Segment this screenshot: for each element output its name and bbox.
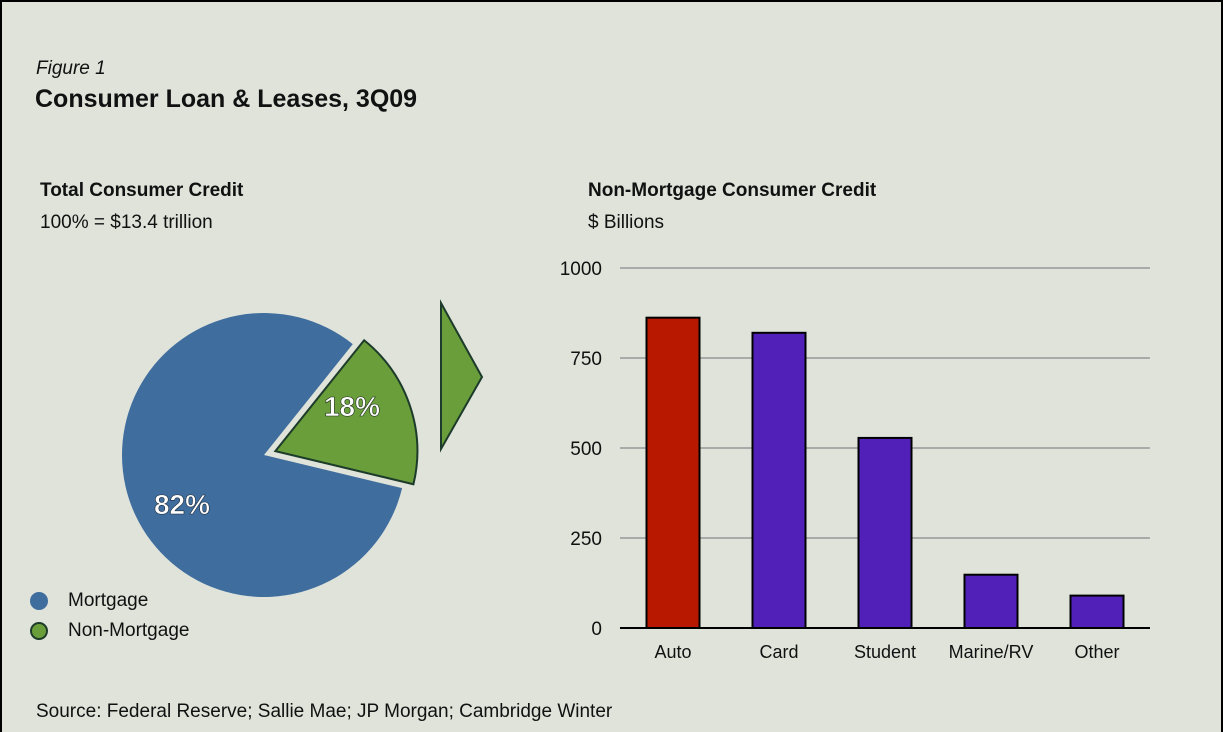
bar-student — [857, 436, 913, 630]
pie-slice-mortgage — [122, 312, 403, 598]
bar-auto — [645, 316, 701, 629]
legend-item-non-mortgage: Non-Mortgage — [30, 620, 189, 642]
y-tick-label: 250 — [570, 529, 602, 550]
pie-chart-subtitle: 100% = $13.4 trillion — [40, 212, 213, 233]
y-tick-label: 0 — [591, 619, 602, 640]
source-note: Source: Federal Reserve; Sallie Mae; JP … — [36, 701, 613, 722]
legend-swatch-mortgage — [30, 592, 48, 610]
figure-title: Consumer Loan & Leases, 3Q09 — [35, 85, 418, 113]
legend-label-non-mortgage: Non-Mortgage — [68, 620, 190, 641]
x-tick-label: Other — [1074, 642, 1119, 662]
legend-label-mortgage: Mortgage — [68, 590, 149, 611]
pie-slice-non-mortgage — [273, 338, 419, 486]
bar-marine-rv — [963, 573, 1019, 629]
figure-label: Figure 1 — [36, 58, 106, 79]
pie-label-mortgage: 82% — [154, 489, 210, 520]
x-tick-label: Marine/RV — [949, 642, 1034, 662]
bar-chart: 0 250 500 750 1000 Auto Card Student Marine/RV Ot… — [560, 259, 1150, 662]
y-tick-label: 500 — [570, 439, 602, 460]
legend-item-mortgage: Mortgage — [30, 590, 148, 612]
bar-other — [1069, 594, 1125, 629]
x-tick-label: Student — [854, 642, 916, 662]
y-tick-label: 1000 — [560, 259, 602, 280]
y-tick-label: 750 — [570, 349, 602, 370]
pie-chart: 82% 18% — [122, 312, 419, 598]
pie-chart-title: Total Consumer Credit — [40, 180, 244, 201]
legend-swatch-non-mortgage — [30, 622, 48, 640]
bar-card — [751, 331, 807, 629]
x-tick-label: Card — [759, 642, 798, 662]
bar-chart-subtitle: $ Billions — [588, 212, 665, 233]
bar-chart-title: Non-Mortgage Consumer Credit — [588, 180, 877, 201]
expand-arrow-icon — [440, 299, 484, 453]
x-tick-label: Auto — [654, 642, 691, 662]
pie-label-non-mortgage: 18% — [324, 391, 380, 422]
